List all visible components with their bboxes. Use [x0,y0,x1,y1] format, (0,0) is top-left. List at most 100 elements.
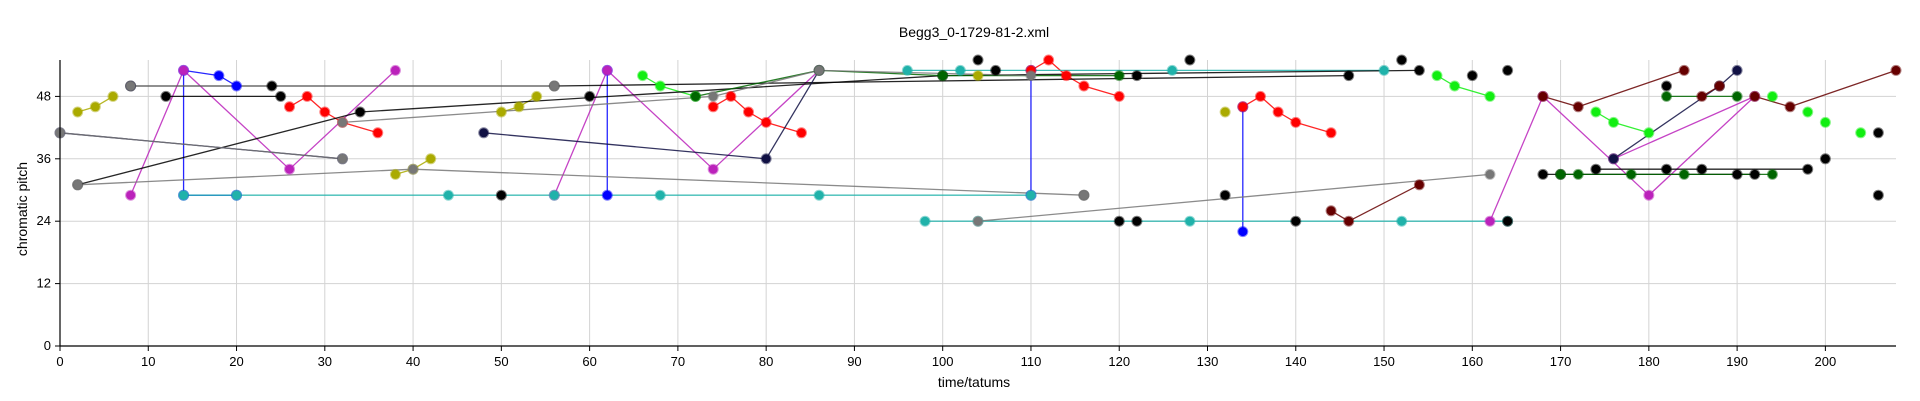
data-point [319,106,331,118]
data-point [548,80,560,92]
data-point [531,90,543,102]
data-point [707,90,719,102]
x-tick-label: 120 [1108,354,1130,369]
x-tick-label: 110 [1021,354,1042,369]
data-point [1237,226,1249,238]
chart-title: Begg3_0-1729-81-2.xml [899,24,1049,40]
x-tick-label: 50 [494,354,508,369]
data-point [389,168,401,180]
connection-line [1542,95,1579,108]
data-point [1819,153,1831,165]
data-point [1396,54,1408,66]
data-point [1784,101,1796,113]
data-point [690,90,702,102]
data-point [266,80,278,92]
data-point [1131,70,1143,82]
data-point [1555,168,1567,180]
connection-line [1613,95,1756,160]
data-point [1025,189,1037,201]
data-point [1413,179,1425,191]
data-point [125,189,137,201]
data-point [1749,90,1761,102]
connection-line [1613,121,1650,134]
data-point [760,153,772,165]
data-point [1625,168,1637,180]
y-tick-label: 0 [44,338,51,353]
connection-line [1789,69,1897,108]
data-point [707,163,719,175]
x-tick-label: 100 [932,354,954,369]
data-point [1502,64,1514,76]
y-tick-label: 12 [37,276,51,291]
connection-line [342,121,378,134]
data-point [972,70,984,82]
data-point [601,189,613,201]
data-point [1890,64,1902,76]
data-point [495,106,507,118]
data-point [954,64,966,76]
data-point [1872,189,1884,201]
x-tick-label: 170 [1550,354,1572,369]
data-point [1537,90,1549,102]
connection-line [1648,95,1756,196]
connection-line [59,132,343,160]
connection-line [183,69,219,77]
data-point [707,101,719,113]
connection-line [977,173,1491,222]
x-tick-label: 90 [847,354,861,369]
data-point [1696,163,1708,175]
data-point [1078,80,1090,92]
data-point [937,70,949,82]
x-tick-label: 180 [1638,354,1660,369]
data-point [1343,215,1355,227]
data-point [1678,168,1690,180]
data-point [354,106,366,118]
data-point [1819,116,1831,128]
data-point [1290,116,1302,128]
data-point [1661,80,1672,92]
connection-line [1454,85,1491,98]
data-point [1166,64,1178,76]
data-point [972,215,984,227]
data-point [178,64,190,76]
data-point [407,163,419,175]
data-point [1608,153,1620,165]
data-point [1731,90,1743,102]
data-point [919,215,931,227]
data-point [1325,127,1337,139]
connection-line [1578,69,1685,108]
data-point [1855,127,1867,139]
data-point [1590,163,1602,175]
connection-line [1489,96,1544,222]
connection-line [554,74,1349,87]
connection-line [360,74,943,113]
data-point [1131,215,1143,227]
connection-line [1348,184,1420,222]
data-point [972,54,984,66]
data-point [760,116,772,128]
data-point [336,116,348,128]
data-point [1766,90,1778,102]
x-axis-label: time/tatums [938,374,1010,390]
data-point [1590,106,1602,118]
data-point [1325,205,1337,217]
data-point [1872,127,1884,139]
data-point [1661,90,1672,102]
data-point [389,64,401,76]
data-point [1713,80,1725,92]
data-point [1184,54,1196,66]
data-point [1661,163,1672,175]
connection-line [77,168,414,186]
connection-line [1083,85,1120,98]
data-point [301,90,313,102]
data-point [1802,163,1814,175]
data-point [372,127,384,139]
y-tick-label: 36 [37,151,51,166]
connection-line [765,121,802,134]
data-point [795,127,807,139]
y-tick-label: 24 [37,213,51,228]
data-point [1378,64,1390,76]
y-axis-label: chromatic pitch [14,162,30,256]
connection-line [660,85,696,98]
